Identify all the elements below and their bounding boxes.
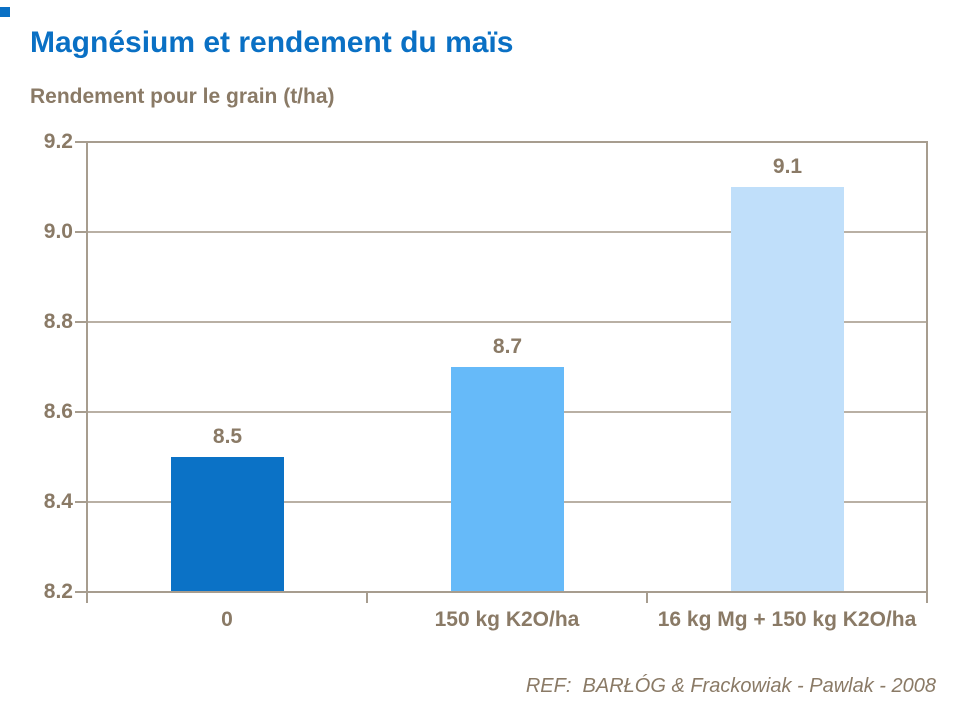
x-axis-category-label: 16 kg Mg + 150 kg K2O/ha [657, 608, 917, 631]
y-axis-tick-mark [75, 591, 86, 593]
y-axis-tick-label: 8.2 [43, 580, 73, 603]
gridline [88, 321, 926, 323]
bar [171, 457, 284, 591]
x-axis-category-label: 0 [221, 608, 233, 631]
y-axis-tick-mark [75, 501, 86, 503]
y-axis-title: Rendement pour le grain (t/ha) [30, 85, 335, 108]
plot-area-border [86, 141, 928, 593]
corner-accent-square [0, 7, 10, 17]
x-axis-tick-mark [646, 593, 648, 603]
x-axis-tick-mark [926, 593, 928, 603]
bar [451, 367, 564, 591]
y-axis-tick-label: 8.6 [43, 400, 73, 423]
reference-citation: REF: BARŁÓG & Frackowiak - Pawlak - 2008 [525, 675, 936, 697]
y-axis-tick-mark [75, 411, 86, 413]
y-axis-tick-label: 9.2 [43, 130, 73, 153]
gridline [88, 231, 926, 233]
bar-value-label: 8.7 [492, 335, 523, 358]
y-axis-tick-mark [75, 321, 86, 323]
x-axis-category-label: 150 kg K2O/ha [434, 608, 580, 631]
page-title: Magnésium et rendement du maïs [30, 26, 514, 59]
y-axis-tick-label: 8.8 [43, 310, 73, 333]
bar [731, 187, 844, 591]
y-axis-tick-label: 9.0 [43, 220, 73, 243]
y-axis-tick-mark [75, 231, 86, 233]
bar-value-label: 9.1 [772, 155, 803, 178]
y-axis-tick-label: 8.4 [43, 490, 73, 513]
x-axis-tick-mark [86, 593, 88, 603]
x-axis-tick-mark [366, 593, 368, 603]
bar-value-label: 8.5 [212, 425, 243, 448]
y-axis-tick-mark [75, 141, 86, 143]
